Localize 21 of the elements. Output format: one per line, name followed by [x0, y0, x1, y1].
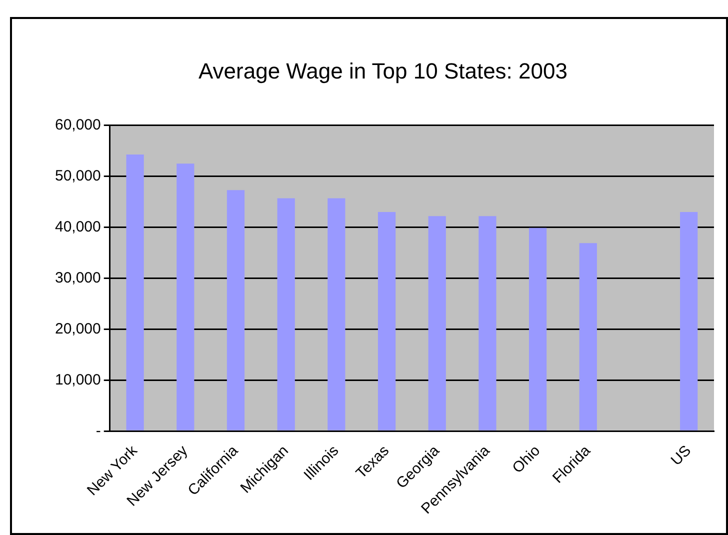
bar	[478, 216, 496, 430]
y-tick-label: -	[96, 422, 101, 440]
y-tick-label: 40,000	[54, 218, 101, 236]
bar	[680, 212, 698, 430]
bar	[126, 154, 144, 430]
bar	[328, 198, 346, 430]
y-tick-label: 50,000	[54, 168, 101, 185]
y-tick-label: 20,000	[54, 320, 101, 338]
bar	[378, 212, 396, 430]
x-tick-label: Ohio	[509, 442, 544, 477]
bar	[277, 198, 295, 430]
bar	[176, 164, 194, 430]
x-tick-label: US	[668, 442, 695, 470]
bar	[226, 190, 245, 430]
chart-title: Average Wage in Top 10 States: 2003	[198, 58, 568, 84]
bar	[528, 228, 547, 430]
y-tick-label: 30,000	[54, 269, 101, 286]
bar	[579, 243, 597, 430]
bar	[428, 216, 446, 430]
y-tick-label: 10,000	[54, 371, 101, 388]
y-tick-label: 60,000	[54, 116, 101, 134]
